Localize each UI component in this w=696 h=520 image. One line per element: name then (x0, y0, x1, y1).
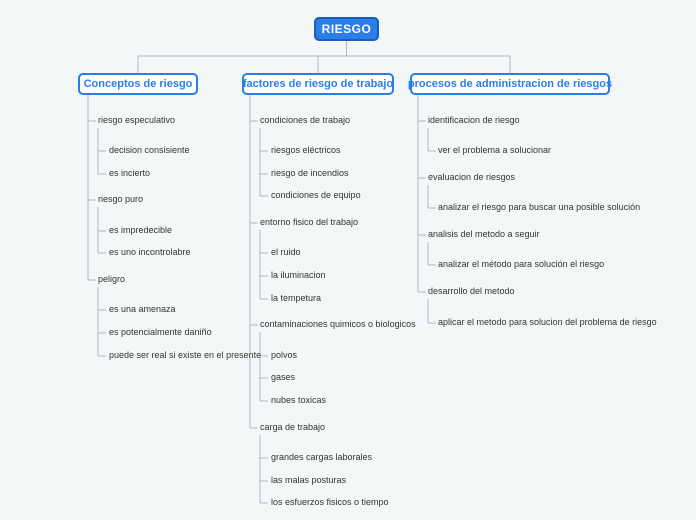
leaf-label: gases (271, 372, 295, 382)
branch-label: condiciones de trabajo (260, 115, 350, 125)
leaf-label: decision consisiente (109, 145, 190, 155)
leaf-label: polvos (271, 350, 297, 360)
leaf-label: las malas posturas (271, 475, 346, 485)
branch-label: riesgo especulativo (98, 115, 175, 125)
branch-label: peligro (98, 274, 125, 284)
branch-label: entorno fisico del trabajo (260, 217, 358, 227)
branch-label: carga de trabajo (260, 422, 325, 432)
leaf-label: analizar el método para solución el ries… (438, 259, 604, 269)
leaf-label: la tempetura (271, 293, 321, 303)
leaf-label: grandes cargas laborales (271, 452, 372, 462)
branch-label: evaluacion de riesgos (428, 172, 515, 182)
leaf-label: puede ser real si existe en el presente (109, 350, 261, 360)
leaf-label: aplicar el metodo para solucion del prob… (438, 317, 657, 327)
leaf-label: es una amenaza (109, 304, 176, 314)
leaf-label: es incierto (109, 168, 150, 178)
leaf-label: es potencialmente daniño (109, 327, 212, 337)
leaf-label: nubes toxicas (271, 395, 326, 405)
main-node: Conceptos de riesgo (78, 73, 198, 95)
leaf-label: los esfuerzos fisicos o tiempo (271, 497, 389, 507)
leaf-label: es uno incontrolabre (109, 247, 191, 257)
leaf-label: condiciones de equipo (271, 190, 361, 200)
branch-label: desarrollo del metodo (428, 286, 515, 296)
branch-label: contaminaciones quimicos o biologicos (260, 319, 416, 329)
main-node: factores de riesgo de trabajo (242, 73, 394, 95)
branch-label: riesgo puro (98, 194, 143, 204)
root-node: RIESGO (314, 17, 379, 41)
leaf-label: riesgos eléctricos (271, 145, 341, 155)
leaf-label: ver el problema a solucionar (438, 145, 551, 155)
leaf-label: analizar el riesgo para buscar una posib… (438, 202, 640, 212)
branch-label: identificacion de riesgo (428, 115, 520, 125)
branch-label: analisis del metodo a seguir (428, 229, 540, 239)
leaf-label: el ruido (271, 247, 301, 257)
main-node: procesos de administracion de riesgos (410, 73, 610, 95)
leaf-label: la iluminacion (271, 270, 326, 280)
leaf-label: es impredecible (109, 225, 172, 235)
mindmap-canvas: RIESGO Conceptos de riesgo factores de rie… (0, 0, 696, 520)
leaf-label: riesgo de incendios (271, 168, 349, 178)
